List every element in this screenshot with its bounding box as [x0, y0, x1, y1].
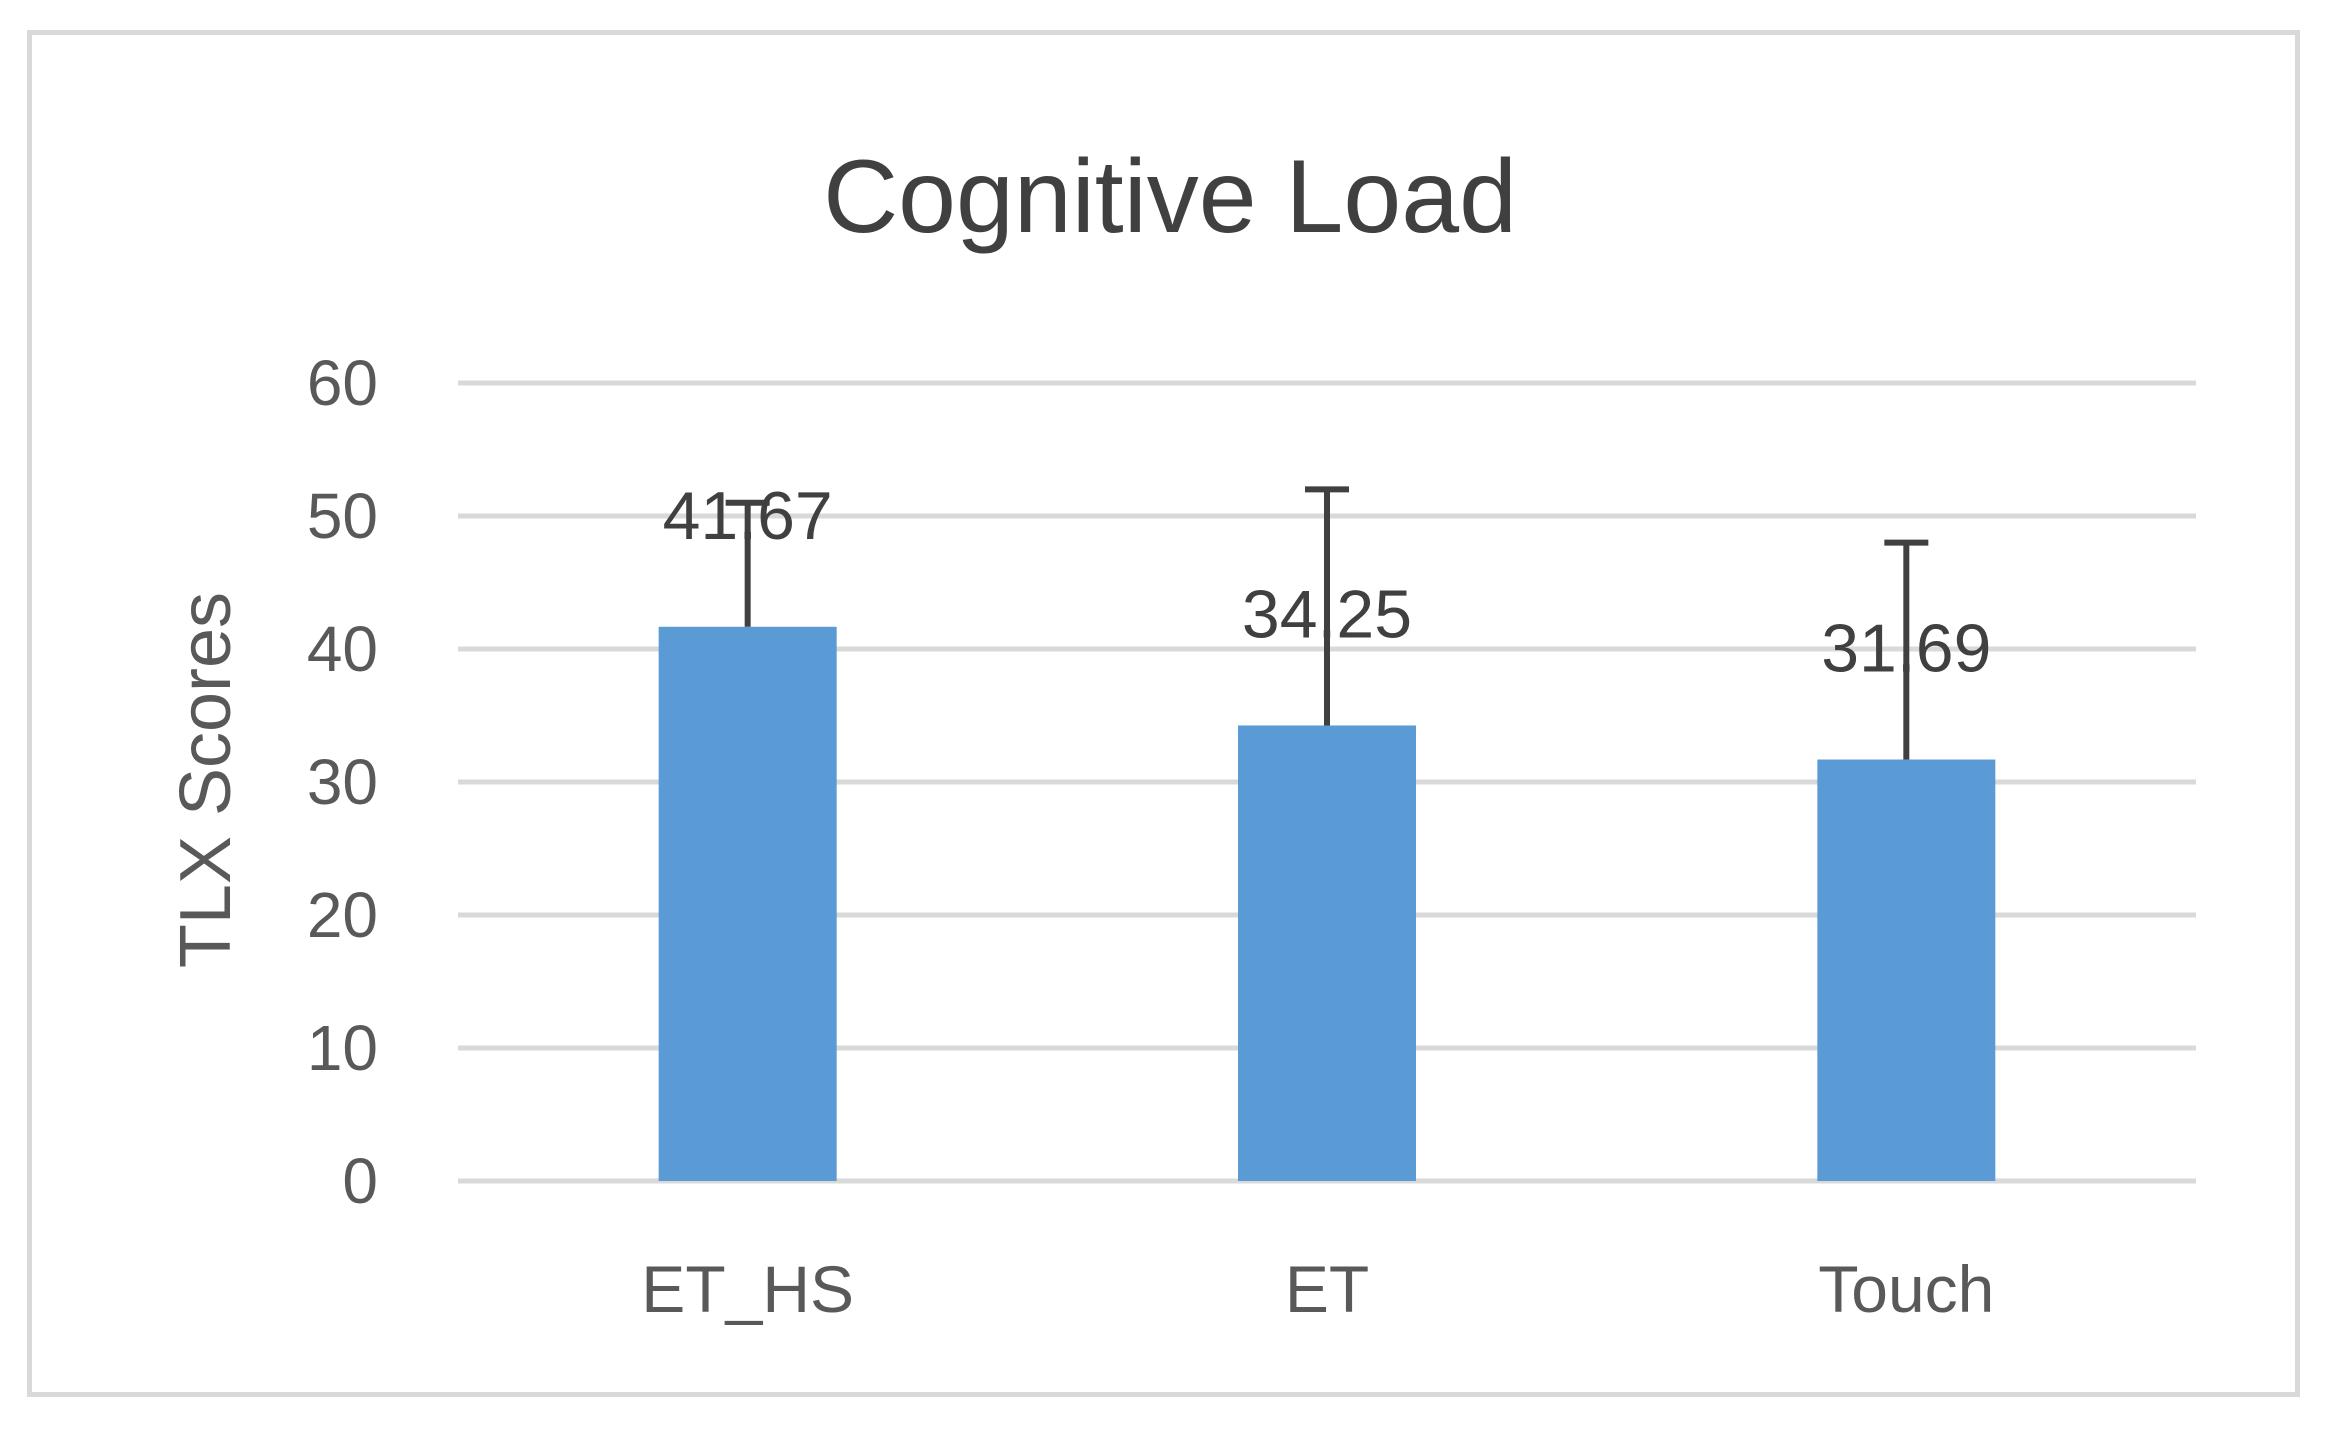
bars — [658, 626, 1996, 1181]
y-tick-label: 10 — [307, 1012, 378, 1084]
x-category-label: ET — [1285, 1252, 1369, 1326]
error-bars — [725, 486, 1929, 760]
x-category-label: Touch — [1818, 1252, 1994, 1326]
data-label: 41.67 — [663, 478, 833, 554]
x-category-label: ET_HS — [641, 1252, 854, 1326]
data-label: 31.69 — [1821, 611, 1991, 687]
data-label: 34.25 — [1242, 576, 1412, 652]
data-labels: 41.67 34.25 31.69 — [663, 478, 1992, 687]
y-tick-label: 20 — [307, 879, 378, 951]
y-tick-label: 50 — [307, 480, 378, 552]
y-tick-label: 0 — [342, 1145, 378, 1217]
chart-title: Cognitive Load — [823, 139, 1517, 255]
y-axis-ticks: 0 10 20 30 40 50 60 — [307, 347, 378, 1217]
y-tick-label: 30 — [307, 746, 378, 818]
y-axis-label: TLX Scores — [166, 592, 246, 968]
x-axis-categories: ET_HS ET Touch — [641, 1252, 1994, 1326]
y-tick-label: 40 — [307, 613, 378, 685]
bar-et-hs — [658, 626, 837, 1181]
bar-touch — [1817, 759, 1996, 1181]
y-tick-label: 60 — [307, 347, 378, 419]
bar-et — [1238, 725, 1416, 1181]
